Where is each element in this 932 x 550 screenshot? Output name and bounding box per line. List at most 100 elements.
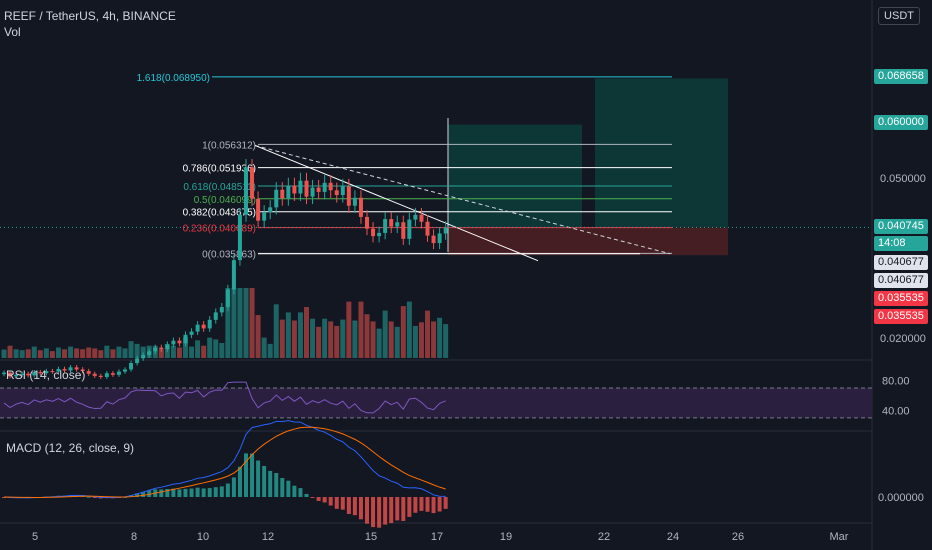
rsi-pane-label: RSI (14, close) (6, 368, 86, 382)
countdown-badge: 14:08 (874, 236, 928, 251)
fib-label: 0.236(0.040689) (183, 224, 256, 235)
rsi-line (3, 381, 446, 414)
volume-bar (394, 326, 400, 358)
candle-body (358, 197, 363, 217)
currency-button[interactable]: USDT (878, 7, 920, 25)
candle-body (201, 324, 206, 329)
macd-histogram-bar (183, 488, 188, 497)
macd-histogram-bar (189, 488, 194, 497)
volume-bar (316, 326, 322, 358)
candle-body (2, 372, 6, 375)
macd-histogram-bar (292, 485, 297, 497)
time-axis-label: 12 (262, 531, 274, 543)
macd-histogram-bar (195, 487, 200, 497)
macd-histogram-bar (256, 460, 261, 497)
volume-bar (110, 349, 116, 358)
macd-histogram-bar (201, 488, 206, 497)
volume-bar (207, 337, 213, 358)
candle-body (286, 185, 291, 199)
candle-body (431, 235, 436, 244)
volume-bar (25, 349, 31, 358)
volume-bar (243, 288, 249, 358)
volume-bar (352, 320, 358, 358)
macd-histogram-bar (389, 497, 394, 524)
candle-body (256, 198, 261, 221)
macd-histogram-bar (425, 497, 430, 512)
candle-body (322, 182, 327, 192)
candle-body (98, 375, 103, 377)
volume-bar (418, 322, 424, 358)
volume-bar (86, 347, 92, 358)
candle-body (292, 185, 297, 194)
volume-bar (13, 349, 19, 358)
candle-body (280, 189, 285, 199)
candle-body (80, 369, 85, 372)
macd-histogram-bar (268, 470, 273, 497)
macd-histogram-bar (401, 497, 406, 521)
candle-body (123, 369, 127, 372)
time-axis-label: 22 (598, 531, 610, 543)
macd-histogram-bar (310, 497, 315, 498)
time-axis-label: 8 (131, 531, 137, 543)
fib-label: 0.5(0.046099) (194, 195, 256, 206)
candle-body (177, 340, 182, 344)
macd-histogram-bar (280, 477, 285, 497)
volume-bar (92, 348, 98, 358)
volume-bar (37, 350, 43, 358)
candle-body (110, 373, 115, 375)
volume-bar (164, 343, 170, 358)
volume-bar (346, 301, 352, 358)
volume-bar (62, 349, 67, 358)
volume-bar (431, 321, 437, 358)
volume-bar (400, 306, 406, 358)
time-axis-label: Mar (830, 531, 849, 543)
candle-body (425, 221, 430, 236)
macd-histogram-bar (92, 497, 97, 498)
volume-bar (279, 319, 285, 358)
candle-body (20, 373, 25, 375)
fib-label: 0.382(0.043675) (183, 208, 256, 219)
volume-label: Vol (4, 25, 21, 39)
volume-bar (116, 346, 122, 358)
candle-body (383, 219, 388, 233)
volume-bar (406, 301, 412, 358)
current-price-badge: 0.040745 (874, 219, 928, 234)
macd-histogram-bar (262, 465, 267, 497)
volume-bar (310, 318, 316, 358)
macd-histogram-bar (419, 497, 424, 511)
candle-body (250, 167, 255, 199)
volume-bar (122, 348, 128, 358)
volume-bar (195, 340, 201, 358)
price-axis-label: 0.020000 (880, 333, 926, 345)
volume-bar (297, 312, 303, 358)
candle-body (129, 363, 134, 370)
candle-body (219, 307, 224, 313)
candle-body (171, 340, 176, 345)
candle-body (68, 367, 73, 371)
macd-histogram-bar (147, 490, 152, 497)
candle-body (44, 371, 49, 374)
volume-bar (443, 324, 449, 358)
volume-bar (261, 337, 267, 358)
candle-body (407, 219, 412, 239)
volume-bar (128, 341, 134, 358)
candle-body (334, 190, 339, 196)
volume-bar (382, 310, 388, 358)
candle-body (195, 324, 200, 332)
candle-body (377, 232, 382, 237)
volume-bar (7, 345, 13, 358)
macd-histogram-bar (225, 483, 230, 497)
volume-bar (55, 347, 61, 358)
volume-bar (31, 346, 37, 358)
candle-body (50, 371, 55, 373)
macd-histogram-bar (237, 466, 242, 497)
volume-bar (370, 321, 376, 358)
chart-header: REEF / TetherUS, 4h, BINANCE Vol (4, 8, 176, 40)
macd-histogram-bar (250, 453, 255, 497)
macd-histogram-bar (328, 497, 333, 506)
candle-body (116, 371, 121, 375)
macd-histogram-bar (129, 495, 134, 497)
candle-body (32, 372, 37, 376)
volume-bar (304, 307, 309, 358)
